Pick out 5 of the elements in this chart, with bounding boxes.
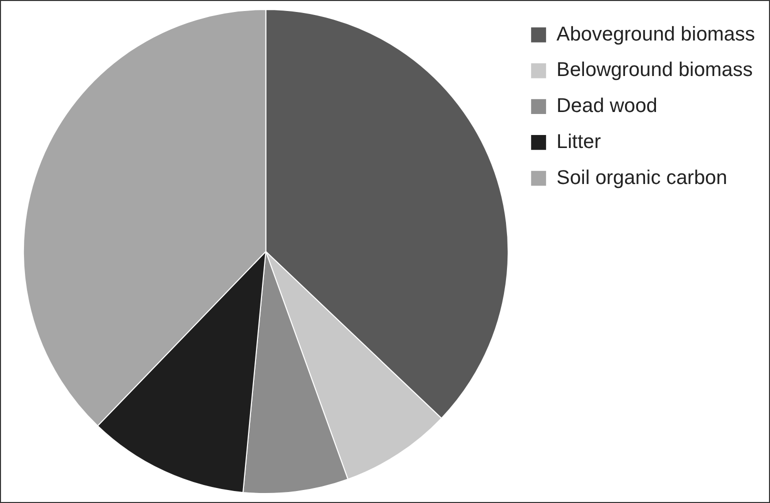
legend-label: Litter — [556, 130, 602, 153]
legend-label: Belowground biomass — [556, 59, 753, 82]
legend-label: Dead wood — [556, 95, 658, 118]
legend-label: Aboveground biomass — [556, 23, 755, 46]
legend-label: Soil organic carbon — [556, 166, 728, 189]
